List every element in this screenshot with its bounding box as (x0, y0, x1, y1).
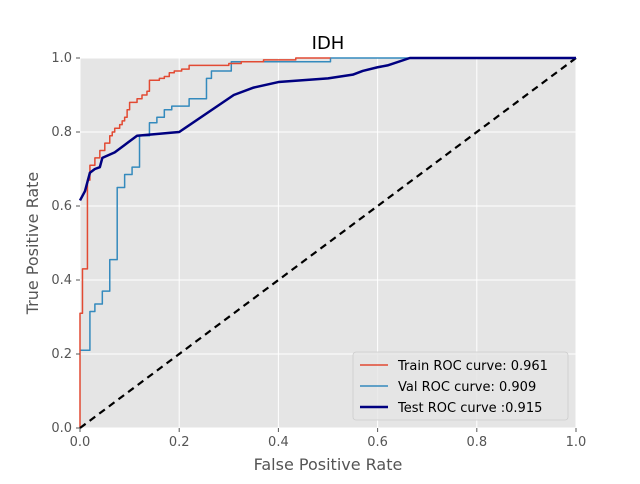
train-roc-line (79, 57, 331, 428)
x-tick-label: 0.6 (367, 435, 388, 450)
x-tick-label: 1.0 (566, 435, 587, 450)
y-axis-label: True Positive Rate (23, 172, 42, 316)
y-tick-label: 0.2 (51, 347, 72, 362)
legend-label-train: Train ROC curve: 0.961 (397, 359, 548, 374)
x-axis-label: False Positive Rate (254, 455, 403, 474)
legend-box (352, 351, 569, 421)
legend-label-val: Val ROC curve: 0.909 (398, 380, 536, 395)
x-tick-label: 0.4 (268, 435, 289, 450)
x-tick-label: 0.0 (70, 435, 91, 450)
axis-ticks: 0.0 0.2 0.4 0.6 0.8 1.0 0.0 0.2 0.4 0.6 0.8 1.0 (51, 51, 586, 450)
series-layer (78, 56, 577, 429)
test-roc-line (78, 56, 576, 202)
y-tick-label: 0.8 (51, 125, 72, 140)
chart-title: IDH (312, 33, 345, 54)
legend: Train ROC curve: 0.961 Val ROC curve: 0.… (352, 351, 569, 421)
y-tick-label: 1.0 (51, 51, 72, 66)
x-tick-label: 0.2 (169, 435, 190, 450)
val-roc-line (80, 57, 576, 352)
legend-label-test: Test ROC curve :0.915 (397, 401, 542, 416)
y-tick-label: 0.0 (51, 421, 72, 436)
y-tick-label: 0.4 (51, 273, 72, 288)
y-tick-label: 0.6 (51, 199, 72, 214)
x-tick-label: 0.8 (466, 435, 487, 450)
